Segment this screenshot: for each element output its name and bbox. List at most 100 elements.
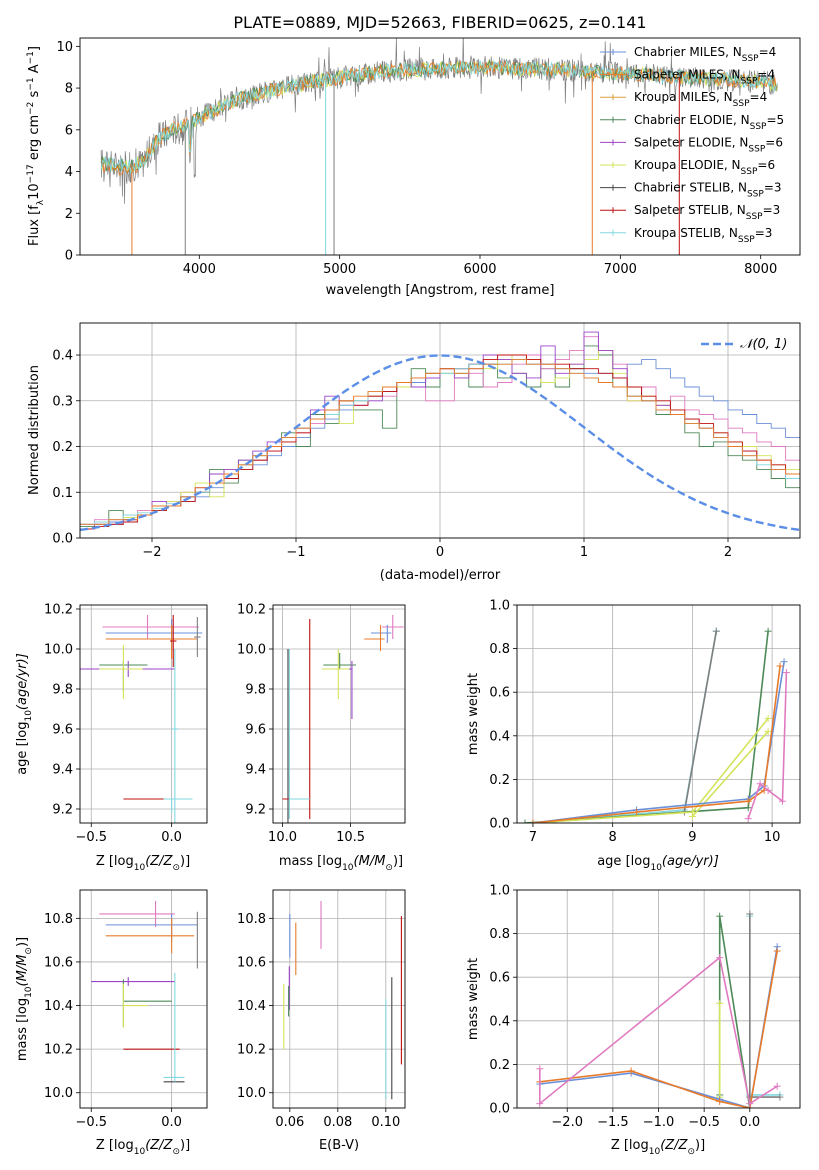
- label-part: SSP: [748, 144, 765, 154]
- y-tick-label: 10.0: [237, 1086, 266, 1101]
- series-line: [532, 631, 718, 823]
- label-part: Z [log: [96, 854, 134, 869]
- y-tick-label: 10.2: [237, 1043, 266, 1058]
- legend-entry: Chabrier ELODIE, NSSP=5: [634, 113, 784, 132]
- label-part: =4: [757, 68, 775, 82]
- axes-frame: [516, 889, 801, 1109]
- label-part: Salpeter MILES, N: [634, 68, 741, 82]
- y-tick-label: 10.0: [44, 1086, 73, 1101]
- label-part: 10: [134, 1147, 146, 1157]
- label-part: Flux [f: [27, 205, 42, 246]
- x-tick-label: 0: [436, 545, 444, 560]
- y-tick-label: 0.0: [489, 1102, 510, 1117]
- y-tick-label: 10.2: [237, 603, 266, 618]
- y-tick-label: 2: [65, 207, 73, 222]
- axes-frame: [79, 322, 801, 539]
- label-part: =3: [755, 226, 773, 240]
- label-part: 10: [24, 986, 34, 998]
- y-tick-label: 8: [65, 82, 73, 97]
- label-part: )]: [15, 937, 30, 947]
- label-part: Z [log: [611, 1138, 649, 1153]
- label-part: (M/M: [15, 955, 30, 987]
- y-tick-label: 0.6: [489, 686, 510, 701]
- y-axis-label: mass weight: [466, 958, 481, 1040]
- x-tick-label: 8000: [744, 262, 777, 277]
- x-tick-label: 2: [724, 545, 732, 560]
- y-tick-label: 0.0: [489, 817, 510, 832]
- panel-weight_vs_Z: −2.0 −1.5 −1.0 −0.5 0.0 0.0 0.2 0.4 0.6 0.8 1.0 Z […: [466, 884, 801, 1157]
- label-part: ⊙: [687, 1147, 695, 1157]
- plot-area: [517, 605, 800, 823]
- y-axis-label: mass weight: [466, 673, 481, 755]
- legend-entry: 𝒩(0, 1): [740, 337, 787, 352]
- y-tick-label: 0.4: [489, 1014, 510, 1029]
- x-axis-label: E(B-V): [319, 1138, 359, 1153]
- x-axis-label: Z [log10(Z/Z⊙)]: [96, 1138, 190, 1157]
- label-part: Z [log: [96, 1138, 134, 1153]
- label-part: =6: [765, 135, 783, 149]
- label-part: mass [log: [279, 854, 342, 869]
- x-tick-label: −1.0: [643, 1115, 675, 1130]
- label-part: ⊙: [172, 863, 180, 873]
- label-part: =4: [759, 45, 777, 59]
- y-tick-label: 0.0: [52, 532, 73, 547]
- x-tick-label: 0.08: [323, 1115, 352, 1130]
- panel-spectrum: 4000 5000 6000 7000 8000 0 2 4 6 8 10 PLATE=0889, M…: [26, 13, 801, 298]
- y-tick-label: 1.0: [489, 599, 510, 614]
- label-part: PLATE=0889, MJD=52663, FIBERID=0625, z=0…: [233, 13, 646, 32]
- y-tick-label: 9.4: [245, 763, 266, 778]
- label-part: Chabrier MILES, N: [634, 45, 742, 59]
- y-tick-label: 9.2: [52, 803, 73, 818]
- label-part: 10: [24, 710, 34, 722]
- label-part: SSP: [747, 190, 764, 200]
- label-part: A: [27, 64, 42, 77]
- y-tick-label: 10.6: [44, 955, 73, 970]
- x-tick-label: −1.5: [597, 1115, 629, 1130]
- x-tick-label: −0.5: [688, 1115, 720, 1130]
- x-tick-label: 0.06: [275, 1115, 304, 1130]
- label-part: erg cm: [27, 115, 42, 164]
- y-tick-label: 10.0: [44, 643, 73, 658]
- label-part: SSP: [746, 212, 763, 222]
- label-part: (age/yr)]: [15, 653, 30, 710]
- label-part: −17: [26, 164, 36, 183]
- y-tick-label: 0.8: [489, 927, 510, 942]
- label-part: (Z/Z: [145, 1138, 173, 1153]
- x-axis-label: wavelength [Angstrom, rest frame]: [326, 283, 555, 298]
- legend-entry: Kroupa ELODIE, NSSP=6: [634, 158, 775, 177]
- y-tick-label: 10.8: [237, 912, 266, 927]
- label-part: 10: [134, 863, 146, 873]
- label-part: 10: [649, 1147, 661, 1157]
- label-part: −1: [26, 77, 36, 90]
- label-part: ⊙: [172, 1147, 180, 1157]
- x-tick-label: 7000: [604, 262, 637, 277]
- x-tick-label: 4000: [183, 262, 216, 277]
- x-tick-label: 1: [580, 545, 588, 560]
- axes-frame: [272, 889, 406, 1109]
- x-tick-label: 0.0: [739, 1115, 760, 1130]
- panel-age_vs_Z: −0.5 0.09.29.49.69.810.010.2Z [log10(Z/Z⊙…: [15, 603, 208, 873]
- label-part: mass [log: [15, 998, 30, 1061]
- y-axis-label: Normed distribution: [27, 365, 42, 495]
- x-tick-label: 10: [764, 830, 781, 845]
- label-part: SSP: [741, 77, 758, 87]
- y-tick-label: 0.2: [489, 773, 510, 788]
- panel-age_vs_mass: 10.0 10.5 9.2 9.4 9.6 9.8 10.0 10.2 mass [log10(…: [237, 603, 406, 873]
- y-tick-label: 9.8: [245, 683, 266, 698]
- y-tick-label: 9.6: [52, 723, 73, 738]
- y-tick-label: 6: [65, 123, 73, 138]
- series-line: [691, 730, 769, 818]
- x-axis-label: Z [log10(Z/Z⊙)]: [96, 854, 190, 873]
- legend-entry: Salpeter STELIB, NSSP=3: [634, 203, 780, 222]
- label-part: )]: [393, 854, 403, 869]
- plot-area: [80, 323, 800, 538]
- label-part: SSP: [750, 122, 767, 132]
- legend-entry: Kroupa STELIB, NSSP=3: [634, 226, 772, 245]
- label-part: =5: [766, 113, 784, 127]
- panel-mass_vs_ebv: 0.06 0.08 0.10 10.0 10.2 10.4 10.6 10.8 E(B-V): [237, 889, 406, 1153]
- axes-frame: [79, 889, 208, 1109]
- x-tick-label: 5000: [323, 262, 356, 277]
- x-tick-label: 8: [609, 830, 617, 845]
